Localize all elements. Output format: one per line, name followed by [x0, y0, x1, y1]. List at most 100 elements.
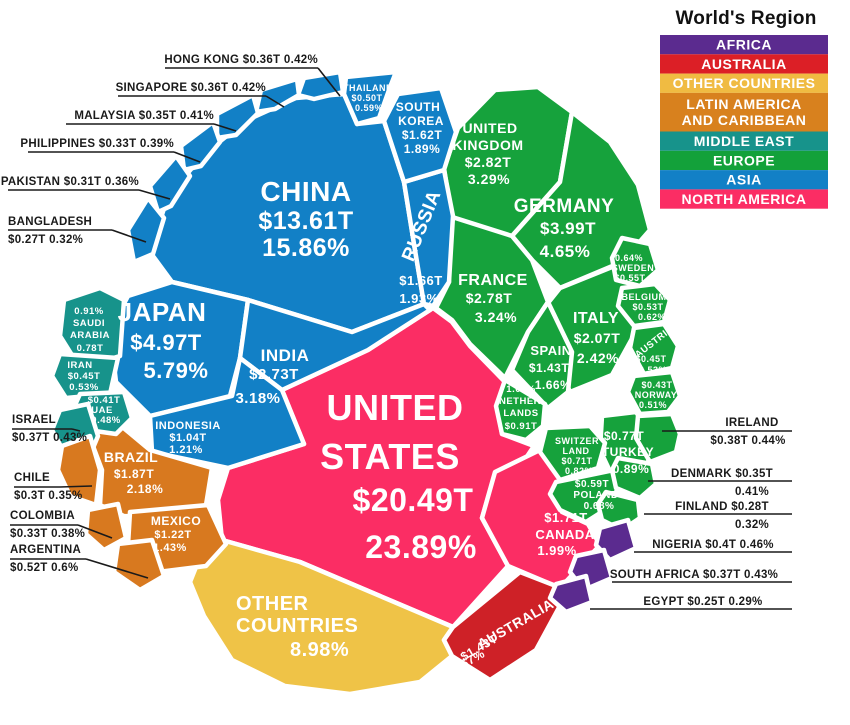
callout-text-pakistan: PAKISTAN $0.31T 0.36%	[1, 176, 139, 188]
cell-label-south-korea: KOREA	[398, 114, 444, 128]
cell-label-netherlands: LANDS	[503, 408, 538, 419]
cell-label-indonesia: $1.04T	[169, 432, 206, 444]
cell-label-south-korea: SOUTH	[396, 100, 441, 114]
cell-label-uae: $0.41T	[88, 395, 121, 406]
cell-label-spain: SPAIN	[530, 343, 571, 358]
cell-label-japan: JAPAN	[118, 297, 207, 327]
cell-label-canada: 1.99%	[537, 543, 576, 558]
cell-hong-kong	[295, 69, 346, 102]
legend-item-label: AUSTRALIA	[701, 56, 786, 72]
legend-swatch-2	[660, 73, 828, 93]
cell-label-netherlands: 1.06%	[506, 384, 535, 395]
legend-swatch-0	[660, 35, 828, 55]
cell-label-china: CHINA	[260, 176, 351, 207]
cell-label-thailand: 0.59%	[355, 103, 383, 113]
cell-saudi-arabia	[57, 285, 127, 371]
cell-label-poland: $0.59T	[575, 479, 609, 490]
legend-item-label: AFRICA	[716, 37, 772, 53]
cells-layer	[49, 69, 683, 697]
cell-label-japan: 5.79%	[144, 358, 209, 383]
callout-text-bangladesh: $0.27T 0.32%	[8, 234, 83, 246]
callouts-layer: HONG KONG $0.36T 0.42% SINGAPORE $0.36T 0…	[1, 54, 792, 610]
cell-label-south-korea: $1.62T	[402, 128, 443, 142]
callout-text-bangladesh: BANGLADESH	[8, 216, 92, 228]
callout-line-bangladesh	[111, 229, 147, 243]
cell-indonesia	[147, 355, 307, 471]
cell-label-belgium: $0.53T	[632, 302, 663, 312]
callout-text-chile: $0.3T 0.35%	[14, 490, 83, 502]
cell-denmark	[609, 455, 659, 501]
cell-pakistan	[147, 153, 193, 215]
cell-label-spain: $1.43T	[529, 361, 570, 375]
legend-item-label: NORTH AMERICA	[682, 191, 807, 207]
cell-label-austria: $0.45T	[635, 354, 666, 364]
cell-label-poland: 0.68%	[584, 501, 615, 512]
cell-label-belgium: 0.62%	[638, 312, 666, 322]
callout-text-chile: CHILE	[14, 472, 50, 484]
cell-label-brazil: BRAZIL	[104, 449, 158, 465]
cell-label-norway: $0.43T	[641, 380, 672, 390]
callout-text-argentina: $0.52T 0.6%	[10, 562, 79, 574]
cell-label-turkey: $0.77T	[604, 429, 645, 443]
cell-label-turkey: TURKEY	[602, 445, 654, 459]
cell-label-norway: 0.51%	[639, 400, 667, 410]
cell-label-austria: 0.53%	[639, 365, 667, 375]
cell-label-mexico: MEXICO	[151, 514, 201, 528]
callout-line-singapore	[265, 95, 285, 108]
cell-labels-layer: UNITED STATES $20.49T 23.89% CHINA$13.61T15.…	[67, 83, 678, 677]
cell-label-norway: NORWAY	[635, 390, 678, 400]
cell-australia	[441, 569, 565, 683]
cell-label-other-countries: 8.98%	[290, 639, 349, 661]
callout-text-israel: ISRAEL	[12, 414, 56, 426]
cell-label-turkey: 0.89%	[613, 462, 650, 476]
cell-south-korea	[381, 85, 459, 185]
cell-label-france: 3.24%	[475, 309, 517, 325]
callout-text-philippines: PHILIPPINES $0.33T 0.39%	[20, 138, 174, 150]
cell-label-india: INDIA	[261, 346, 310, 365]
legend-item-label: MIDDLE EAST	[694, 133, 794, 149]
callout-text-nigeria: NIGERIA $0.4T 0.46%	[652, 539, 774, 551]
cell-label-germany: 4.65%	[540, 242, 591, 261]
cell-ireland	[633, 411, 683, 465]
cell-netherlands	[493, 377, 548, 443]
cell-label-india: 3.18%	[235, 390, 280, 407]
legend-item-label: EUROPE	[713, 152, 775, 168]
cell-label-united-kingdom: UNITED	[462, 120, 517, 136]
cell-label-switzerland: LAND	[563, 446, 590, 456]
callout-text-israel: $0.37T 0.43%	[12, 432, 87, 444]
callout-text-malaysia: MALAYSIA $0.35T 0.41%	[74, 110, 214, 122]
cell-label-united-kingdom: KINGDOM	[452, 137, 523, 153]
cell-label-indonesia: INDONESIA	[155, 420, 221, 432]
cell-label-united-kingdom: 3.29%	[468, 171, 510, 187]
cell-label-other-countries: OTHER	[236, 593, 309, 615]
cell-russia	[401, 167, 456, 309]
callout-text-finland: FINLAND $0.28T	[675, 501, 769, 513]
cell-spain	[509, 299, 575, 411]
legend-swatch-1	[660, 54, 828, 74]
cell-label-sweden: $0.55T	[614, 273, 645, 283]
cell-label-poland: POLAND	[573, 490, 618, 501]
cell-label-mexico: 1.43%	[153, 542, 187, 554]
cell-colombia	[83, 501, 129, 553]
callout-text-colombia: COLOMBIA	[10, 510, 75, 522]
callout-text-ireland: IRELAND	[725, 417, 778, 429]
legend-item-label: OTHER COUNTRIES	[673, 75, 816, 91]
callout-text-argentina: ARGENTINA	[10, 544, 81, 556]
callout-text-south-africa: SOUTH AFRICA $0.37T 0.43%	[610, 569, 778, 581]
cell-label-united-states: STATES	[320, 436, 460, 477]
cell-label-other-countries: COUNTRIES	[236, 615, 358, 637]
cell-label-netherlands: NETHER	[499, 396, 541, 407]
cell-label-united-states: 23.89%	[365, 529, 477, 565]
cell-label-iran: $0.45T	[68, 371, 101, 382]
callout-text-hong-kong: HONG KONG $0.36T 0.42%	[164, 54, 318, 66]
cell-label-sweden: 0.64%	[615, 253, 643, 263]
legend-title: World's Region	[675, 8, 816, 29]
cell-label-switzerland: $0.71T	[561, 456, 592, 466]
cell-label-saudi-arabia: ARABIA	[70, 330, 110, 341]
cell-other-countries	[187, 537, 456, 697]
cell-label-italy: 2.42%	[577, 350, 619, 366]
cell-singapore	[253, 76, 302, 115]
legend-item-label: LATIN AMERICA	[686, 96, 801, 112]
cell-egypt	[547, 573, 595, 615]
